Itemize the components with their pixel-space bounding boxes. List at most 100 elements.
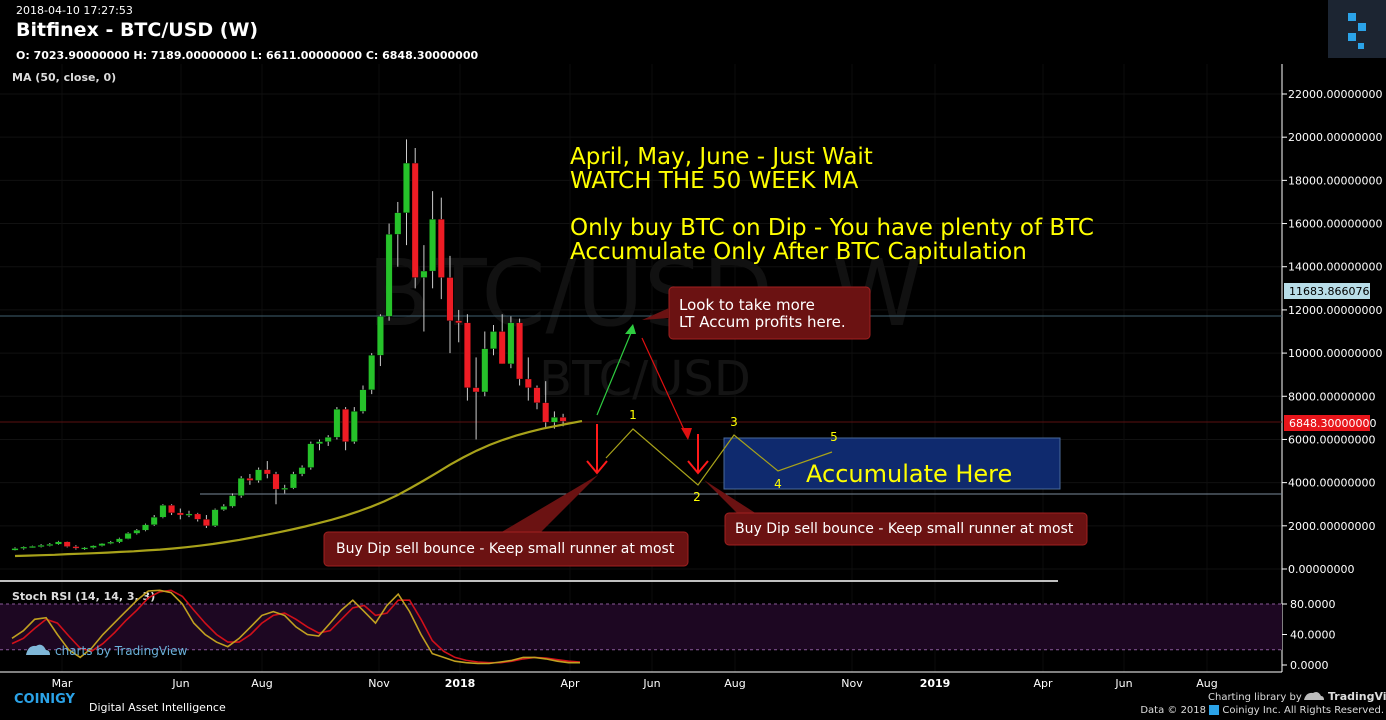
time-tick-label: 2019 — [920, 677, 951, 690]
price-tick-label: 16000.00000000 — [1288, 218, 1382, 231]
down-arrow-2-head-icon — [687, 460, 709, 475]
candle-body — [237, 478, 245, 496]
down-arrow-1-head-icon — [586, 460, 608, 475]
candle-body — [481, 348, 489, 393]
accumulate-label: Accumulate Here — [806, 460, 1012, 488]
callout-top-line-2: LT Accum profits here. — [679, 313, 846, 331]
candle-body — [368, 355, 376, 390]
price-tag-profit-level — [1284, 283, 1370, 299]
candle-body — [307, 443, 315, 468]
ma50-line — [14, 420, 583, 558]
candle-body — [472, 387, 480, 393]
time-tick-label: Aug — [251, 677, 272, 690]
tradingview-cloud-icon — [26, 644, 50, 655]
coinigy-brand: COINIGY — [14, 692, 76, 707]
candle-body — [159, 505, 167, 518]
time-tick-label: Jun — [1114, 677, 1132, 690]
candle-body — [377, 316, 384, 356]
stoch-tick-label: 0.0000 — [1290, 659, 1329, 672]
candle-body — [333, 409, 341, 438]
time-axis[interactable]: Mar Jun Aug Nov 2018 Apr Jun Aug Nov 2019 Apr Jun Au… — [52, 677, 1218, 690]
candle-body — [455, 320, 463, 324]
callout-left-pointer — [500, 475, 598, 533]
candles — [11, 139, 567, 551]
callout-top-pointer — [642, 308, 669, 320]
candle-body — [107, 541, 115, 544]
accumulate-box — [723, 437, 1061, 490]
price-tick-label: 8000.00000000 — [1288, 390, 1375, 403]
stoch-legend: Stoch RSI (14, 14, 3, 3) — [12, 590, 155, 603]
chart-title: Bitfinex - BTC/USD (W) — [16, 19, 259, 41]
candle-body — [194, 513, 202, 520]
candle-body — [81, 547, 88, 550]
tradingview-badge: charts by TradingView — [55, 644, 187, 658]
price-tick-label: 0.00000000 — [1288, 563, 1354, 576]
time-tick-label: Mar — [52, 677, 73, 690]
candle-body — [263, 469, 271, 475]
price-tag-last-text: 6848.30000000 — [1289, 417, 1376, 430]
red-arrow-head-icon — [681, 428, 692, 440]
candle-body — [507, 322, 515, 365]
candle-body — [437, 219, 445, 278]
candle-body — [490, 331, 497, 349]
candle-body — [89, 545, 97, 548]
note-line-1: April, May, June - Just Wait — [570, 144, 873, 170]
candle-body — [429, 219, 436, 272]
wave-label-3: 3 — [730, 415, 738, 429]
candle-body — [350, 411, 358, 442]
candle-body — [542, 402, 550, 423]
candle-body — [411, 162, 419, 278]
candle-body — [342, 409, 349, 442]
price-tick-label: 20000.00000000 — [1288, 131, 1382, 144]
ma-legend[interactable]: MA (50, close, 0) — [12, 71, 117, 84]
price-axis[interactable]: 22000.00000000 20000.00000000 18000.000000… — [1282, 88, 1383, 576]
candle-body — [403, 162, 410, 213]
candle-body — [316, 441, 323, 444]
price-tick-label: 22000.00000000 — [1288, 88, 1382, 101]
wave-label-5: 5 — [830, 430, 838, 444]
candle-body — [446, 277, 454, 321]
price-tick-label: 4000.00000000 — [1288, 477, 1375, 490]
note-line-4: Accumulate Only After BTC Capitulation — [570, 239, 1027, 265]
tradingview-logo-icon — [1304, 692, 1324, 700]
stoch-band — [0, 604, 1282, 650]
candle-body — [211, 509, 219, 526]
note-line-2: WATCH THE 50 WEEK MA — [570, 168, 859, 194]
stoch-d-line — [11, 589, 581, 664]
candle-body — [246, 478, 254, 481]
time-tick-label: Aug — [724, 677, 745, 690]
price-tick-label: 12000.00000000 — [1288, 304, 1382, 317]
time-tick-label: Nov — [841, 677, 863, 690]
candle-body — [203, 519, 210, 526]
candle-body — [255, 469, 262, 481]
watermark-sub: BTC/USD — [539, 351, 751, 407]
candle-body — [385, 234, 393, 317]
ohlc-readout: O: 7023.90000000 H: 7189.00000000 L: 661… — [16, 49, 479, 62]
candle-body — [11, 548, 19, 551]
callout-left-box — [323, 531, 689, 567]
price-tick-label: 6000.00000000 — [1288, 433, 1375, 446]
candle-body — [185, 513, 193, 516]
candle-body — [142, 524, 149, 531]
callout-left-text: Buy Dip sell bounce - Keep small runner … — [336, 541, 675, 557]
candle-body — [220, 506, 228, 510]
tradingview-credit: TradingView — [1328, 690, 1386, 703]
candle-body — [533, 387, 541, 403]
callout-right-pointer — [704, 480, 760, 516]
candle-body — [176, 512, 184, 516]
callout-right-box — [724, 512, 1088, 546]
coinigy-small-icon — [1209, 705, 1220, 715]
green-arrow-head-icon — [625, 324, 636, 334]
coinigy-logo-icon[interactable] — [1328, 0, 1386, 58]
green-arrow-line — [596, 327, 634, 416]
callout-top-line-1: Look to take more — [679, 296, 815, 314]
time-tick-label: Aug — [1196, 677, 1217, 690]
time-tick-label: Jun — [642, 677, 660, 690]
candle-body — [124, 533, 132, 539]
wave-label-4: 4 — [774, 477, 782, 491]
candle-body — [20, 546, 28, 549]
horizontal-levels — [0, 315, 1282, 495]
time-tick-label: 2018 — [445, 677, 476, 690]
